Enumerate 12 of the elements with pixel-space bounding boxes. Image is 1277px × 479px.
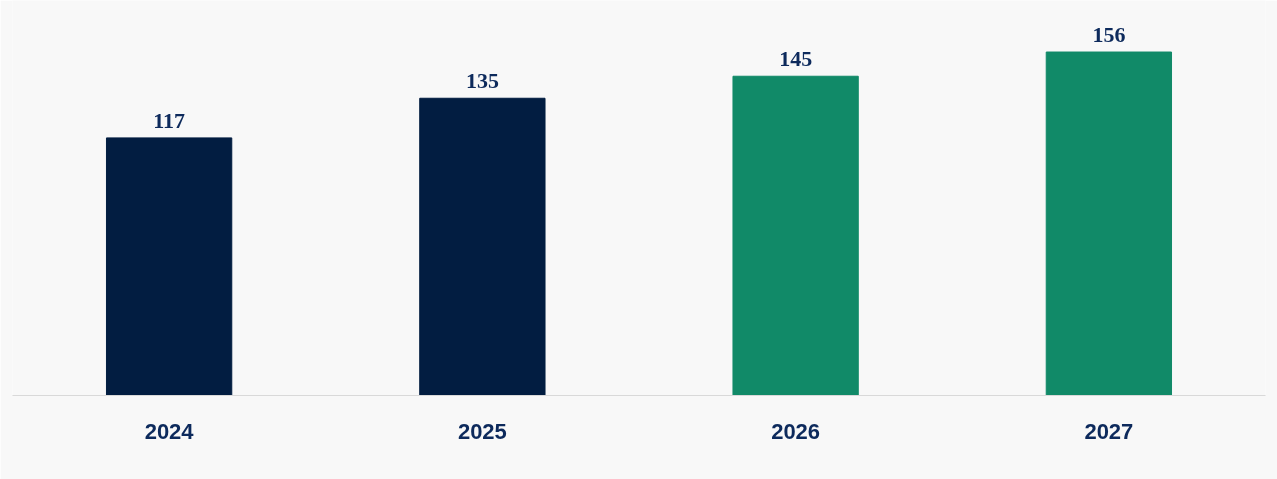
bar xyxy=(1045,51,1173,396)
x-tick-label: 2026 xyxy=(771,418,821,444)
data-label: 135 xyxy=(465,68,499,94)
x-tick-label: 2027 xyxy=(1084,418,1134,444)
data-label: 156 xyxy=(1092,22,1126,48)
bar xyxy=(105,137,233,396)
data-label: 145 xyxy=(779,46,813,72)
bar xyxy=(419,97,546,396)
x-tick-label: 2025 xyxy=(457,418,507,444)
data-label: 117 xyxy=(153,107,186,133)
x-tick-label: 2024 xyxy=(144,418,195,444)
bar xyxy=(732,75,859,396)
